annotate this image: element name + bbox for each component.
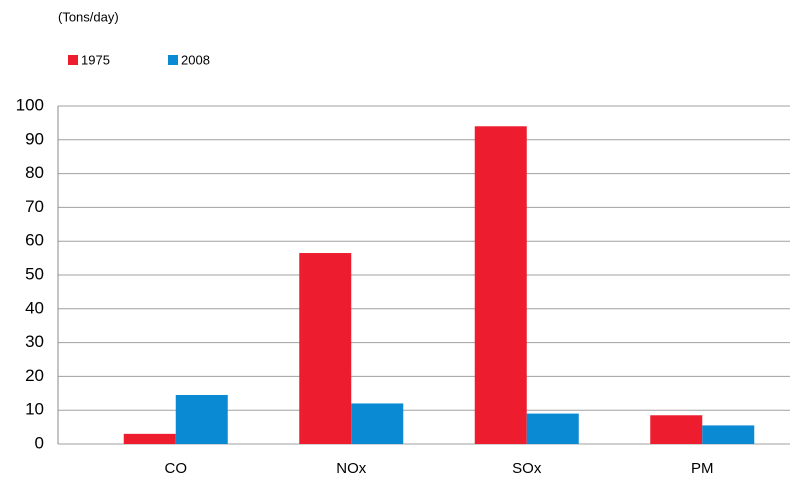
- y-tick-label: 90: [25, 129, 44, 148]
- y-tick-label: 40: [25, 298, 44, 317]
- x-tick-label: SOx: [512, 460, 542, 477]
- y-tick-label: 0: [35, 433, 44, 452]
- bar: [702, 425, 755, 444]
- bar: [650, 415, 703, 444]
- legend-label: 2008: [181, 52, 210, 67]
- y-tick-label: 30: [25, 332, 44, 351]
- legend-label: 1975: [81, 52, 110, 67]
- y-tick-label: 20: [25, 366, 44, 385]
- legend-swatch: [68, 55, 78, 65]
- y-tick-label: 60: [25, 231, 44, 250]
- y-tick-label: 50: [25, 264, 44, 283]
- y-tick-label: 10: [25, 400, 44, 419]
- bar: [351, 403, 404, 444]
- bar: [123, 433, 176, 444]
- bar: [526, 413, 579, 444]
- x-tick-label: CO: [165, 460, 188, 477]
- bar: [299, 253, 352, 444]
- y-tick-label: 100: [16, 95, 44, 114]
- x-tick-label: PM: [691, 460, 714, 477]
- bar: [474, 126, 527, 444]
- y-tick-label: 80: [25, 163, 44, 182]
- y-axis-label: (Tons/day): [58, 9, 119, 24]
- legend-swatch: [168, 55, 178, 65]
- x-tick-label: NOx: [336, 460, 367, 477]
- bar: [175, 394, 228, 444]
- y-tick-label: 70: [25, 197, 44, 216]
